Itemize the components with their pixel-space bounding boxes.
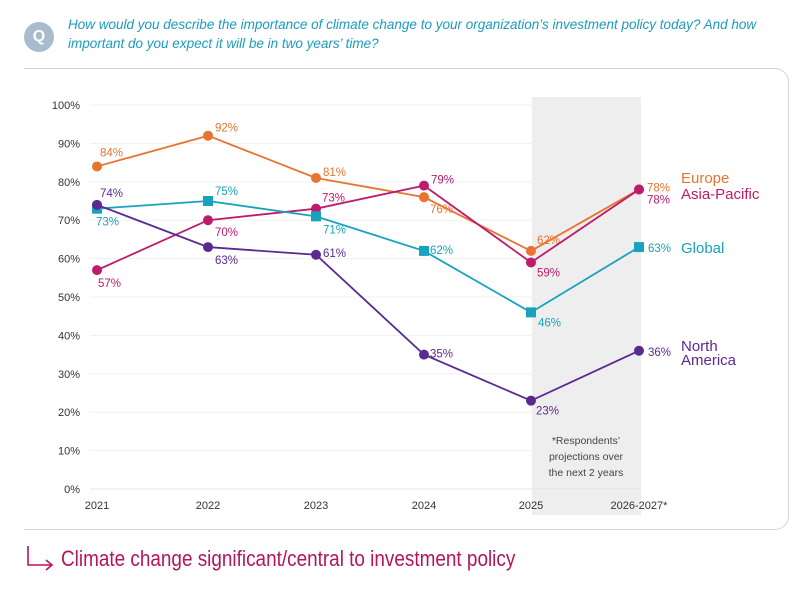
data-label-asia-pacific: 57% bbox=[98, 278, 121, 290]
x-tick-label: 2021 bbox=[85, 500, 109, 512]
series-line-north-america bbox=[96, 203, 640, 402]
data-point-north-america bbox=[634, 345, 644, 356]
data-label-asia-pacific: 59% bbox=[537, 267, 560, 279]
series-line-europe bbox=[96, 134, 640, 252]
data-point-north-america bbox=[526, 395, 536, 406]
legend-label-global: Global bbox=[681, 240, 724, 257]
y-tick-label: 40% bbox=[58, 330, 80, 342]
series-line-global bbox=[96, 200, 640, 314]
survey-question: How would you describe the importance of… bbox=[68, 17, 757, 51]
chart-caption: Climate change significant/central to in… bbox=[25, 546, 589, 572]
x-tick-label: 2022 bbox=[196, 500, 220, 512]
data-label-europe: 78% bbox=[647, 182, 670, 194]
x-tick-label: 2023 bbox=[304, 500, 328, 512]
arrow-down-right-icon bbox=[27, 546, 54, 571]
chart-panel bbox=[24, 68, 789, 530]
data-label-asia-pacific: 70% bbox=[215, 227, 238, 239]
data-point-global bbox=[203, 196, 213, 206]
data-point-north-america bbox=[92, 199, 102, 210]
data-point-asia-pacific bbox=[634, 184, 644, 195]
question-badge-icon: Q bbox=[24, 22, 54, 52]
caption-text: Climate change significant/central to in… bbox=[61, 546, 516, 571]
data-label-asia-pacific: 73% bbox=[322, 193, 345, 205]
data-label-global: 46% bbox=[538, 317, 561, 329]
data-point-north-america bbox=[203, 242, 213, 253]
data-point-global bbox=[419, 245, 429, 256]
legend-label-europe: Europe bbox=[681, 170, 729, 187]
data-point-global bbox=[634, 242, 644, 253]
data-point-europe bbox=[92, 161, 102, 172]
data-point-asia-pacific bbox=[203, 215, 213, 226]
data-label-europe: 81% bbox=[323, 167, 346, 179]
legend-label-asia-pacific: Asia-Pacific bbox=[681, 186, 760, 203]
data-label-europe: 92% bbox=[215, 123, 238, 135]
question-badge-letter: Q bbox=[32, 28, 46, 45]
legend-label-north-america: America bbox=[681, 352, 737, 369]
data-label-north-america: 61% bbox=[323, 248, 346, 260]
y-tick-label: 60% bbox=[58, 254, 80, 266]
projection-note: projections over bbox=[549, 451, 624, 463]
projection-band bbox=[532, 97, 641, 515]
data-label-europe: 76% bbox=[430, 204, 453, 216]
data-point-north-america bbox=[419, 349, 429, 360]
x-tick-label: 2025 bbox=[519, 500, 543, 512]
data-point-europe bbox=[419, 192, 429, 203]
x-tick-label: 2024 bbox=[412, 500, 436, 512]
data-label-asia-pacific: 78% bbox=[647, 194, 670, 206]
y-tick-label: 20% bbox=[58, 407, 80, 419]
y-tick-label: 90% bbox=[58, 138, 80, 150]
data-point-europe bbox=[203, 130, 213, 141]
projection-note: *Respondents’ bbox=[552, 435, 620, 447]
data-point-asia-pacific bbox=[526, 257, 536, 268]
data-label-europe: 62% bbox=[537, 235, 560, 247]
data-label-north-america: 35% bbox=[430, 349, 453, 361]
data-point-global bbox=[311, 211, 321, 222]
data-label-north-america: 36% bbox=[648, 347, 671, 359]
data-point-europe bbox=[311, 172, 321, 183]
data-point-global bbox=[526, 307, 536, 318]
y-tick-label: 50% bbox=[58, 292, 80, 304]
data-label-north-america: 74% bbox=[100, 188, 123, 200]
data-label-global: 62% bbox=[430, 245, 453, 257]
series-line-asia-pacific bbox=[96, 184, 640, 271]
data-point-asia-pacific bbox=[419, 180, 429, 191]
y-tick-label: 80% bbox=[58, 177, 80, 189]
data-label-global: 63% bbox=[648, 243, 671, 255]
data-label-north-america: 63% bbox=[215, 255, 238, 267]
data-label-europe: 84% bbox=[100, 147, 123, 159]
data-point-asia-pacific bbox=[311, 203, 321, 214]
data-point-north-america bbox=[311, 249, 321, 260]
legend-label-north-america: North bbox=[681, 338, 718, 355]
y-tick-label: 0% bbox=[64, 484, 80, 496]
y-tick-label: 10% bbox=[58, 446, 80, 458]
y-tick-label: 30% bbox=[58, 369, 80, 381]
data-label-north-america: 23% bbox=[536, 406, 559, 418]
data-point-asia-pacific bbox=[92, 265, 102, 276]
y-tick-label: 70% bbox=[58, 215, 80, 227]
y-tick-label: 100% bbox=[52, 100, 80, 112]
data-point-europe bbox=[526, 245, 536, 256]
data-label-global: 75% bbox=[215, 186, 238, 198]
x-tick-label: 2026-2027* bbox=[611, 500, 669, 512]
data-label-global: 73% bbox=[96, 217, 119, 229]
projection-note: the next 2 years bbox=[549, 467, 624, 479]
data-label-asia-pacific: 79% bbox=[431, 175, 454, 187]
data-label-global: 71% bbox=[323, 224, 346, 236]
